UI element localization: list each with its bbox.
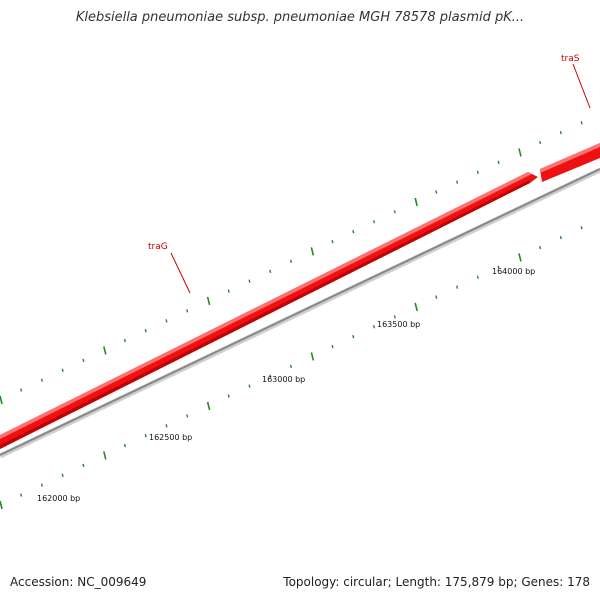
minor-tick-1-47 <box>352 334 355 339</box>
minor-tick-1-37 <box>144 434 147 438</box>
bp-label-162000: 162000 bp <box>37 494 80 503</box>
major-tick-0-10 <box>206 296 211 306</box>
major-tick-1-50 <box>414 302 418 312</box>
minor-tick-0-13 <box>269 269 272 273</box>
gene-highlight-traG <box>0 172 532 439</box>
minor-tick-1-44 <box>289 364 293 369</box>
backbone-line-core <box>0 168 600 456</box>
minor-tick-1-32 <box>40 483 43 487</box>
minor-tick-1-33 <box>61 473 64 477</box>
major-tick-0-0 <box>0 395 3 405</box>
minor-tick-0-16 <box>331 239 334 244</box>
gene-arrow-traG[interactable] <box>0 172 538 449</box>
map-title: Klebsiella pneumoniae subsp. pneumoniae … <box>75 10 525 25</box>
minor-tick-0-8 <box>165 319 168 323</box>
minor-tick-0-7 <box>144 329 147 333</box>
minor-tick-1-54 <box>497 265 500 270</box>
minor-tick-0-12 <box>248 279 251 283</box>
minor-tick-1-46 <box>331 344 334 349</box>
gene-highlight-traS <box>540 143 600 173</box>
minor-tick-1-52 <box>456 285 459 289</box>
minor-tick-1-53 <box>476 275 479 279</box>
minor-tick-1-48 <box>372 325 376 329</box>
minor-tick-0-22 <box>456 180 459 184</box>
bp-label-163000: 163000 bp <box>262 375 305 384</box>
gene-label-traS[interactable]: traS <box>561 54 580 64</box>
accession-text: Accession: NC_009649 <box>10 575 147 589</box>
minor-tick-1-36 <box>123 443 126 448</box>
minor-tick-0-6 <box>123 338 126 343</box>
minor-tick-0-21 <box>435 190 438 194</box>
gene-label-traG[interactable]: traG <box>148 242 168 252</box>
minor-tick-1-43 <box>269 374 272 378</box>
minor-tick-1-51 <box>435 295 438 299</box>
minor-tick-0-17 <box>352 229 355 234</box>
major-tick-0-25 <box>518 148 522 157</box>
minor-tick-1-39 <box>186 414 189 418</box>
tick-marks <box>0 121 583 510</box>
major-tick-1-30 <box>0 500 3 510</box>
minor-tick-0-9 <box>186 309 189 313</box>
bp-label-162500: 162500 bp <box>149 433 192 442</box>
minor-tick-1-58 <box>580 226 583 230</box>
minor-tick-0-14 <box>289 259 293 264</box>
minor-tick-1-56 <box>539 245 542 250</box>
minor-tick-0-19 <box>393 210 396 214</box>
minor-tick-0-28 <box>580 121 583 125</box>
major-tick-1-40 <box>206 401 211 411</box>
minor-tick-0-11 <box>227 289 230 293</box>
minor-tick-0-24 <box>497 160 500 165</box>
major-tick-1-35 <box>103 451 107 460</box>
major-tick-0-15 <box>310 247 315 256</box>
minor-tick-0-23 <box>476 170 479 174</box>
gene-label-leader-traG <box>170 252 191 294</box>
minor-tick-1-31 <box>20 493 23 497</box>
minor-tick-1-57 <box>559 235 562 240</box>
minor-tick-1-49 <box>393 315 396 319</box>
minor-tick-0-4 <box>82 358 85 363</box>
minor-tick-1-38 <box>165 424 168 428</box>
minor-tick-0-18 <box>372 220 376 224</box>
minor-tick-0-3 <box>61 368 64 372</box>
major-tick-1-55 <box>518 253 522 262</box>
bp-label-163500: 163500 bp <box>377 320 420 329</box>
major-tick-0-5 <box>103 346 107 355</box>
major-tick-0-20 <box>414 197 418 207</box>
major-tick-1-45 <box>310 352 315 361</box>
gene-shadow-traG <box>0 180 530 449</box>
minor-tick-0-1 <box>20 388 23 392</box>
gene-label-leader-traS <box>572 63 591 109</box>
minor-tick-1-42 <box>248 384 251 388</box>
minor-tick-1-34 <box>82 463 85 468</box>
minor-tick-0-26 <box>539 140 542 145</box>
bp-label-164000: 164000 bp <box>492 267 535 276</box>
gene-arrow-traS[interactable] <box>540 143 600 182</box>
topology-summary-text: Topology: circular; Length: 175,879 bp; … <box>283 575 590 589</box>
minor-tick-0-27 <box>559 130 562 135</box>
minor-tick-1-41 <box>227 394 230 398</box>
minor-tick-0-2 <box>40 378 43 382</box>
